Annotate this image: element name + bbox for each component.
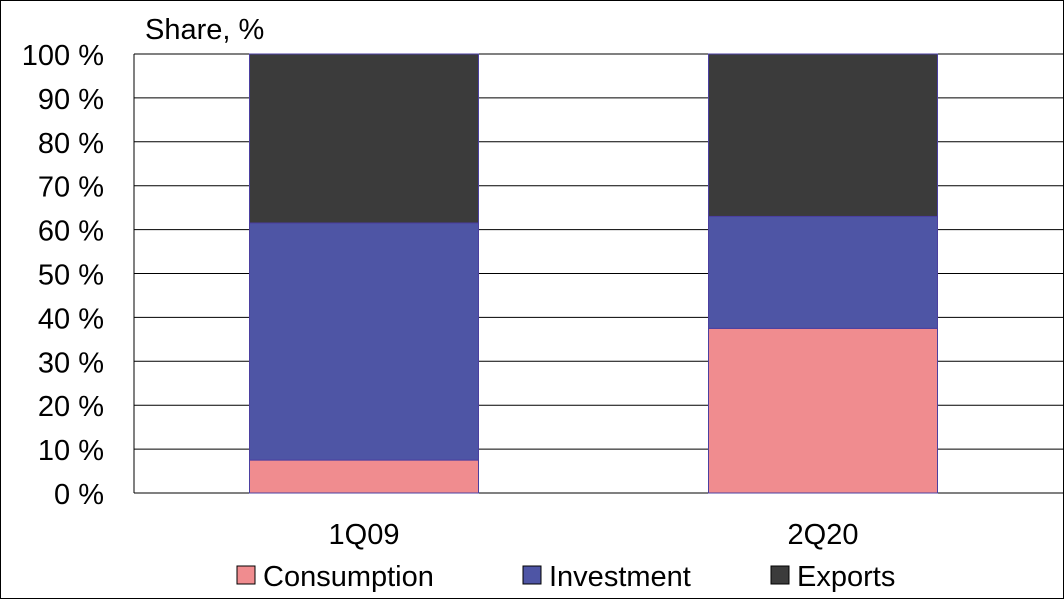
y-tick-label: 80 % xyxy=(38,128,104,160)
y-tick-labels: 0 % 10 % 20 % 30 % 40 % 50 % 60 % 70 % 80 % 90 % 1… xyxy=(22,40,104,511)
x-tick-labels: 1Q09 2Q20 xyxy=(329,519,859,551)
legend: Consumption Investment Exports xyxy=(236,561,895,593)
y-tick-label: 90 % xyxy=(38,84,104,116)
bar-segment-investment xyxy=(708,215,938,329)
x-tick-label: 2Q20 xyxy=(788,519,859,551)
legend-swatch xyxy=(236,565,256,585)
x-tick-label: 1Q09 xyxy=(329,519,400,551)
y-tick-label: 30 % xyxy=(38,347,104,379)
bars xyxy=(249,53,938,494)
legend-swatch xyxy=(522,565,542,585)
bar-segment-exports xyxy=(249,53,479,224)
y-tick-label: 10 % xyxy=(38,435,104,467)
legend-label: Exports xyxy=(797,561,895,593)
y-tick-label: 70 % xyxy=(38,172,104,204)
y-axis-title: Share, % xyxy=(145,14,264,46)
legend-label: Consumption xyxy=(263,561,434,593)
y-tick-label: 20 % xyxy=(38,391,104,423)
y-tick-label: 40 % xyxy=(38,303,104,335)
y-tick-label: 100 % xyxy=(22,40,104,72)
bar-segment-exports xyxy=(708,53,938,217)
y-tick-label: 0 % xyxy=(54,479,104,511)
legend-swatch xyxy=(770,565,790,585)
legend-item-investment: Investment xyxy=(522,561,691,593)
bar-segment-investment xyxy=(249,222,479,461)
legend-label: Investment xyxy=(549,561,691,593)
bar-segment-consumption xyxy=(708,327,938,494)
bar-segment-consumption xyxy=(249,459,479,494)
legend-item-consumption: Consumption xyxy=(236,561,434,593)
y-tick-label: 50 % xyxy=(38,260,104,292)
y-tick-label: 60 % xyxy=(38,216,104,248)
legend-item-exports: Exports xyxy=(770,561,895,593)
